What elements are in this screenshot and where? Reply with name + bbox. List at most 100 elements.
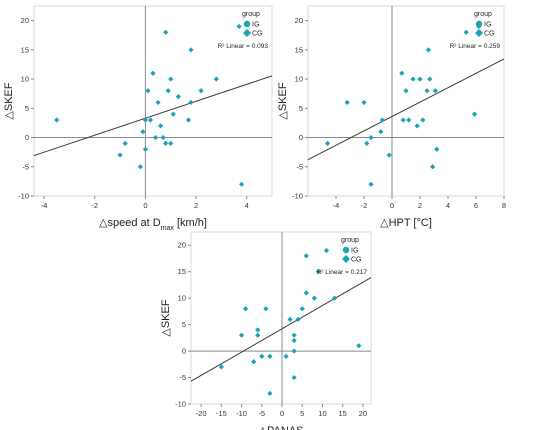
data-point-cg xyxy=(255,332,261,338)
y-tick-label: 5 xyxy=(299,104,303,113)
legend-label-cg: CG xyxy=(252,31,263,38)
data-point-cg xyxy=(137,164,143,170)
data-point-cg xyxy=(236,23,242,30)
fit-line xyxy=(190,277,372,382)
x-tick-label: -5 xyxy=(258,409,265,418)
y-axis-label: △SKEF xyxy=(277,82,289,119)
y-tick-label: -5 xyxy=(296,162,303,171)
y-tick-label: -5 xyxy=(179,373,186,382)
data-point-cg xyxy=(315,269,322,275)
x-axis-label-main: △PANAS xyxy=(259,425,304,430)
data-point-cg xyxy=(344,99,350,106)
data-point-cg xyxy=(379,117,385,123)
data-point-cg xyxy=(267,390,273,397)
y-tick-label: 0 xyxy=(182,347,186,356)
x-axis-label-sub: max xyxy=(161,225,175,232)
data-point-cg xyxy=(291,332,297,338)
x-tick-label: 20 xyxy=(359,409,367,418)
x-tick-label: 5 xyxy=(300,409,304,418)
y-tick-label: 0 xyxy=(299,133,303,142)
data-point-cg xyxy=(188,99,194,106)
data-point-cg xyxy=(323,247,330,254)
y-tick-label: 20 xyxy=(295,16,303,25)
data-point-cg xyxy=(311,295,317,301)
data-point-cg xyxy=(259,353,265,359)
data-point-cg xyxy=(430,164,436,170)
x-axis-label: △HPT [°C] xyxy=(380,217,432,229)
data-point-cg xyxy=(410,76,416,82)
legend-label-cg: CG xyxy=(351,257,362,264)
legend-label-ig: IG xyxy=(252,22,259,29)
data-point-cg xyxy=(188,47,194,53)
data-point-cg xyxy=(399,70,405,76)
data-point-cg xyxy=(142,146,149,152)
data-point-cg xyxy=(463,29,469,35)
data-point-cg xyxy=(170,111,176,117)
y-tick-label: 10 xyxy=(21,75,29,84)
y-tick-label: 15 xyxy=(178,267,186,276)
x-tick-label: 8 xyxy=(502,201,506,210)
data-point-cg xyxy=(364,140,370,146)
data-point-cg xyxy=(303,290,309,296)
r-squared-label: R² Linear = 0.259 xyxy=(450,43,501,50)
y-tick-label: -10 xyxy=(175,400,186,409)
x-tick-label: 2 xyxy=(418,201,422,210)
legend-label-ig: IG xyxy=(484,22,491,29)
data-point-cg xyxy=(425,47,431,53)
data-point-cg xyxy=(299,306,305,312)
legend-marker-cg xyxy=(342,255,350,263)
scatter-chart-3: -20 -15 -10 -5 0 5 10 15 20 -10 -5 0 5 10 15 20 △PANAS △S… xyxy=(160,231,372,430)
data-point-cg xyxy=(122,140,128,146)
legend-marker-ig xyxy=(243,20,251,28)
legend: group IG CG xyxy=(242,11,263,38)
data-point-cg xyxy=(142,117,149,123)
data-point-cg xyxy=(434,146,440,152)
data-point-cg xyxy=(160,134,166,141)
data-point-cg xyxy=(303,253,309,259)
y-tick-label: 15 xyxy=(21,45,29,54)
data-point-cg xyxy=(251,359,257,365)
x-tick-label: -4 xyxy=(333,201,340,210)
fit-line xyxy=(33,75,273,157)
data-point-cg xyxy=(185,117,192,123)
x-tick-label: -2 xyxy=(91,201,98,210)
x-tick-label: -20 xyxy=(196,409,207,418)
y-tick-label: 0 xyxy=(25,133,29,142)
data-point-cg xyxy=(368,181,374,187)
data-point-cg xyxy=(147,117,154,123)
y-axis-label: △SKEF xyxy=(160,299,172,336)
x-tick-label: -10 xyxy=(236,409,247,418)
data-point-cg xyxy=(198,88,204,94)
y-axis-label: △SKEF xyxy=(3,82,15,119)
y-tick-label: -10 xyxy=(292,192,303,201)
x-axis-label: △PANAS xyxy=(259,425,304,430)
data-point-cg xyxy=(291,348,297,354)
y-tick-label: 5 xyxy=(25,104,29,113)
data-point-cg xyxy=(417,76,423,82)
x-tick-label: 6 xyxy=(474,201,478,210)
x-axis-label-unit: [km/h] xyxy=(174,217,207,229)
legend: group IG CG xyxy=(341,237,362,264)
y-tick-label: 20 xyxy=(21,16,29,25)
y-tick-label: 20 xyxy=(178,241,186,250)
data-point-cg xyxy=(472,111,478,117)
y-tick-label: 15 xyxy=(295,45,303,54)
data-point-cg xyxy=(424,88,430,94)
legend-marker-cg xyxy=(475,29,483,37)
legend-label-cg: CG xyxy=(484,31,495,38)
data-point-cg xyxy=(295,316,301,322)
data-point-cg xyxy=(291,374,297,381)
x-tick-label: 2 xyxy=(194,201,198,210)
y-tick-label: -5 xyxy=(22,162,29,171)
data-point-cg xyxy=(145,88,151,94)
plot-frame xyxy=(190,231,372,405)
data-point-cg xyxy=(427,76,433,82)
data-point-cg xyxy=(432,88,438,94)
scatter-chart-1: -4 -2 0 2 4 -10 -5 0 5 10 15 20 △speed at Dmax [km/h… xyxy=(3,5,273,232)
data-point-cg xyxy=(117,152,123,158)
data-point-cg xyxy=(406,117,412,123)
data-point-cg xyxy=(386,152,392,158)
data-point-cg xyxy=(165,88,171,94)
data-point-cg xyxy=(414,123,420,129)
